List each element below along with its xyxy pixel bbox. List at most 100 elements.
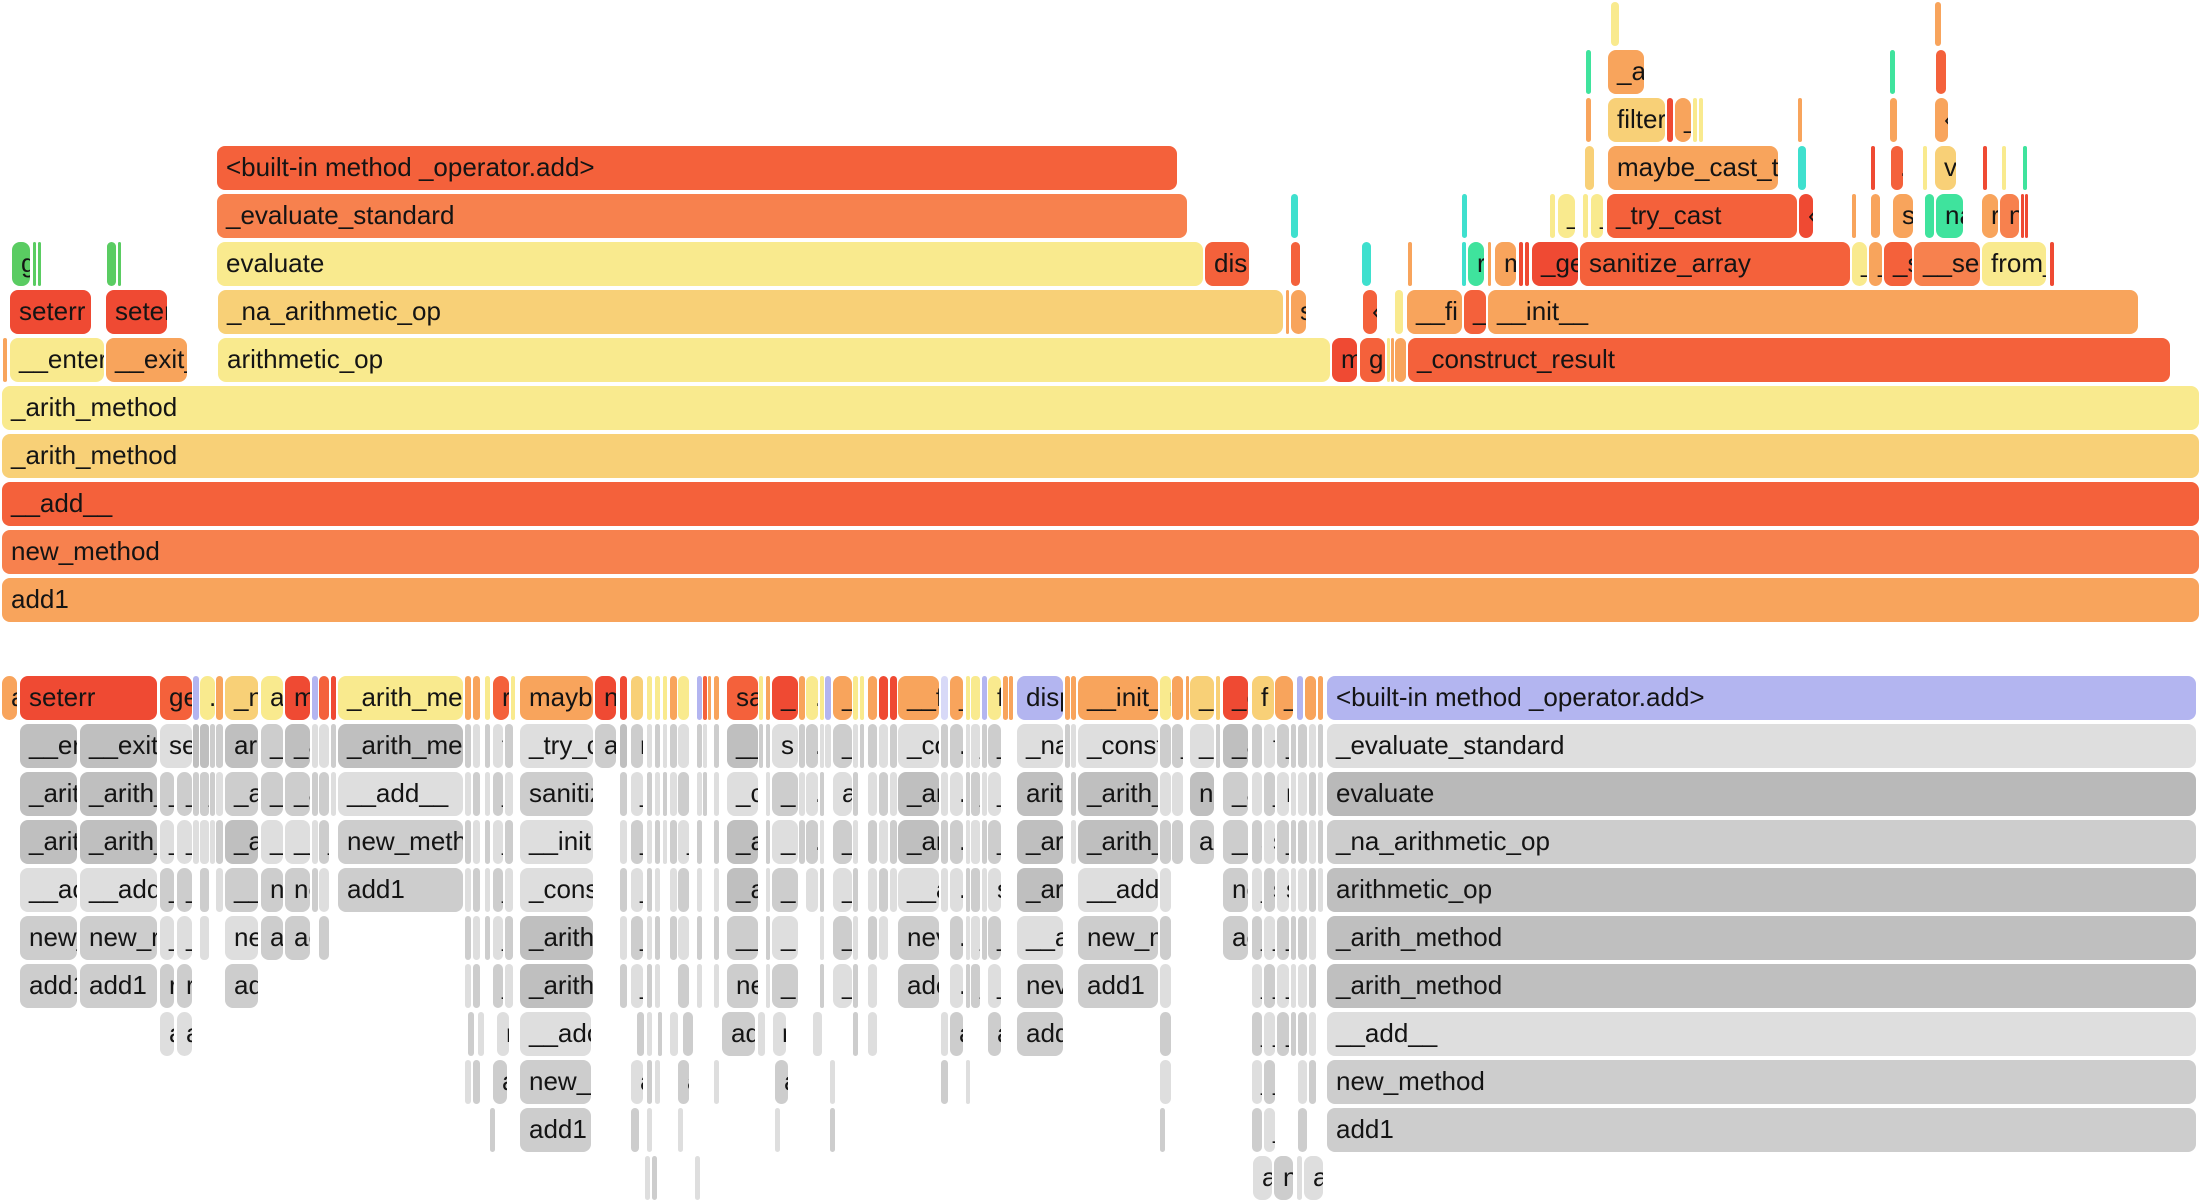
frame-_[interactable]: _: [1252, 964, 1262, 1008]
frame-_[interactable]: _: [261, 820, 283, 864]
frame-sliver[interactable]: [890, 676, 897, 720]
frame-new_method[interactable]: new_method: [1327, 1060, 2196, 1104]
frame-sliver[interactable]: [1667, 98, 1673, 142]
frame-__init[interactable]: __init: [520, 820, 593, 864]
frame-sliver[interactable]: [193, 820, 199, 864]
frame-sliver[interactable]: [1297, 1156, 1302, 1200]
frame-sliver[interactable]: [1318, 820, 1323, 864]
frame-ari[interactable]: ari: [225, 724, 258, 768]
frame-ad[interactable]: ad: [722, 1012, 755, 1056]
frame-s[interactable]: s: [1893, 194, 1913, 238]
frame-sliver[interactable]: [33, 242, 36, 286]
frame-r[interactable]: r: [493, 676, 509, 720]
frame-__er[interactable]: __er: [20, 724, 77, 768]
frame-sliver[interactable]: [468, 1012, 474, 1056]
frame-_arith_me[interactable]: _arith_me: [338, 724, 463, 768]
frame-sliver[interactable]: [485, 676, 490, 720]
frame-seterr[interactable]: seterr: [10, 290, 91, 334]
frame-sliver[interactable]: [620, 724, 627, 768]
frame-.[interactable]: .: [950, 916, 963, 960]
frame-sliver[interactable]: [941, 1012, 948, 1056]
frame-sliver[interactable]: [982, 868, 987, 912]
frame-sliver[interactable]: [825, 724, 831, 768]
frame-_[interactable]: _: [1275, 676, 1293, 720]
frame-__add__[interactable]: __add__: [338, 772, 463, 816]
frame-_evaluate_standard[interactable]: _evaluate_standard: [217, 194, 1187, 238]
frame-sliver[interactable]: [465, 676, 471, 720]
frame-_arith_me[interactable]: _arith_me: [338, 676, 463, 720]
frame-_[interactable]: _: [493, 868, 503, 912]
frame-f[interactable]: f: [493, 724, 503, 768]
frame-ac[interactable]: ac: [1223, 916, 1248, 960]
frame-sliver[interactable]: [714, 724, 719, 768]
frame-_[interactable]: _: [1675, 98, 1691, 142]
frame-sliver[interactable]: [473, 676, 480, 720]
frame-sliver[interactable]: [868, 820, 877, 864]
frame-_co[interactable]: _co: [898, 724, 939, 768]
frame-.[interactable]: .: [1298, 772, 1307, 816]
frame-sliver[interactable]: [941, 772, 948, 816]
frame-_[interactable]: _: [177, 868, 192, 912]
frame-sliver[interactable]: [647, 820, 652, 864]
frame-sliver[interactable]: [1071, 772, 1076, 816]
frame-sliver[interactable]: [670, 916, 677, 960]
frame-_arit[interactable]: _arit: [20, 772, 77, 816]
frame-.[interactable]: .: [678, 916, 689, 960]
frame-sliver[interactable]: [193, 676, 199, 720]
frame-m[interactable]: m: [1277, 772, 1289, 816]
frame-a[interactable]: a: [1253, 1156, 1272, 1200]
frame-sliver[interactable]: [1586, 98, 1591, 142]
frame-_[interactable]: _: [772, 820, 798, 864]
frame-sliver[interactable]: [1309, 868, 1316, 912]
frame-sliver[interactable]: [1391, 338, 1394, 382]
frame-_[interactable]: _: [1264, 964, 1275, 1008]
frame-sliver[interactable]: [758, 1012, 765, 1056]
frame-sliver[interactable]: [620, 916, 627, 960]
frame-seterr[interactable]: seterr: [106, 290, 167, 334]
frame-_[interactable]: _: [1277, 820, 1289, 864]
frame-sliver[interactable]: [1798, 146, 1806, 190]
frame-_arith_method[interactable]: _arith_method: [1327, 916, 2196, 960]
frame-.[interactable]: .: [950, 724, 963, 768]
frame-_c[interactable]: _c: [1223, 676, 1248, 720]
frame-sliver[interactable]: [853, 724, 858, 768]
frame-.[interactable]: .: [1160, 868, 1171, 912]
frame-fi[interactable]: fi: [1264, 724, 1275, 768]
frame-s[interactable]: s: [971, 868, 980, 912]
frame-g[interactable]: g: [107, 242, 116, 286]
frame-sliver[interactable]: [697, 916, 702, 960]
frame-sliver[interactable]: [695, 1156, 700, 1200]
frame-_[interactable]: _: [1264, 772, 1275, 816]
frame-g[interactable]: g: [12, 242, 30, 286]
frame-_[interactable]: _: [1172, 724, 1183, 768]
frame-sliver[interactable]: [820, 820, 824, 864]
frame-sliver[interactable]: [647, 676, 652, 720]
frame-sliver[interactable]: [655, 1060, 660, 1104]
frame-_[interactable]: _: [631, 964, 643, 1008]
frame-_arith_method[interactable]: _arith_method: [1327, 964, 2196, 1008]
frame-f[interactable]: f: [1252, 676, 1274, 720]
frame-new_r[interactable]: new_r: [520, 1060, 591, 1104]
frame-sliver[interactable]: [620, 676, 627, 720]
frame-_na_arithmetic_op[interactable]: _na_arithmetic_op: [1327, 820, 2196, 864]
frame-.[interactable]: .: [678, 724, 689, 768]
frame-__add__[interactable]: __add__: [1327, 1012, 2196, 1056]
frame-sliver[interactable]: [982, 820, 987, 864]
frame-sliver[interactable]: [714, 1060, 719, 1104]
frame-sliver[interactable]: [465, 772, 471, 816]
frame-filter[interactable]: filter: [1608, 98, 1665, 142]
frame-_[interactable]: _: [177, 772, 192, 816]
frame-sliver[interactable]: [663, 772, 667, 816]
frame-sliver[interactable]: [941, 820, 948, 864]
frame-sliver[interactable]: [2021, 194, 2024, 238]
frame-.[interactable]: .: [678, 964, 689, 1008]
frame-a[interactable]: a: [678, 1060, 689, 1104]
frame-n[interactable]: n: [261, 868, 283, 912]
frame-n[interactable]: n: [1252, 1108, 1262, 1152]
frame-sliver[interactable]: [655, 820, 660, 864]
frame-a[interactable]: a: [988, 1012, 1001, 1056]
frame-sliver[interactable]: [1291, 242, 1300, 286]
frame-r[interactable]: r: [1298, 1108, 1307, 1152]
frame-a[interactable]: a: [775, 1060, 788, 1104]
frame-sliver[interactable]: [820, 916, 824, 960]
